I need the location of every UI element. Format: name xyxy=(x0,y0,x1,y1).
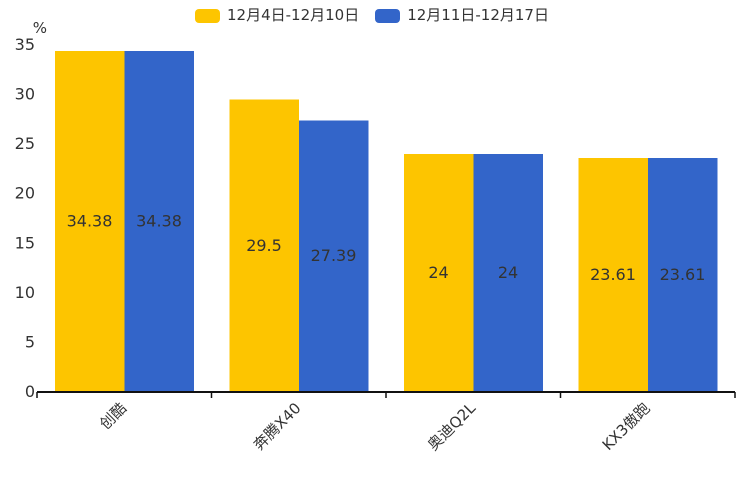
y-tick-label: 0 xyxy=(25,382,35,401)
bar-value-label: 23.61 xyxy=(660,265,706,284)
bar-value-label: 24 xyxy=(428,263,448,282)
bar-series1-cat2 xyxy=(229,99,299,392)
bar-value-label: 29.5 xyxy=(246,236,282,255)
legend-label-week1: 12月4日-12月10日 xyxy=(227,6,360,24)
chart-legend: 12月4日-12月10日 12月11日-12月17日 xyxy=(0,8,744,23)
x-category-label: 奔腾X40 xyxy=(250,399,305,454)
y-tick-label: 30 xyxy=(15,85,35,104)
legend-label-week2: 12月11日-12月17日 xyxy=(407,6,549,24)
bar-series2-cat3 xyxy=(473,154,543,392)
bar-series2-cat4 xyxy=(647,157,718,392)
y-tick-label: 10 xyxy=(15,283,35,302)
bar-series2-cat1 xyxy=(124,51,194,393)
bar-series2-cat2 xyxy=(298,120,369,392)
x-category-label: 创酷 xyxy=(96,399,130,433)
y-tick-label: 5 xyxy=(25,332,35,351)
bar-series1-cat4 xyxy=(578,157,648,392)
x-category-label: 奥迪Q2L xyxy=(424,399,479,454)
legend-swatch-yellow-icon xyxy=(195,8,220,23)
y-axis-unit-label: % xyxy=(33,19,47,37)
bar-value-label: 34.38 xyxy=(136,212,182,231)
bar-value-label: 24 xyxy=(498,263,518,282)
y-tick-label: 25 xyxy=(15,134,35,153)
bar-value-label: 27.39 xyxy=(311,246,357,265)
bar-value-label: 23.61 xyxy=(590,265,636,284)
y-tick-label: 35 xyxy=(15,35,35,54)
legend-swatch-blue-icon xyxy=(375,8,401,23)
x-category-label: KX3傲跑 xyxy=(599,399,654,454)
bar-series1-cat1 xyxy=(54,51,125,393)
legend-item-week2[interactable]: 12月11日-12月17日 xyxy=(375,8,549,23)
y-tick-label: 15 xyxy=(15,233,35,252)
y-tick-label: 20 xyxy=(15,184,35,203)
legend-item-week1[interactable]: 12月4日-12月10日 xyxy=(195,8,359,23)
bar-value-label: 34.38 xyxy=(67,212,113,231)
bar-series1-cat3 xyxy=(403,154,474,392)
